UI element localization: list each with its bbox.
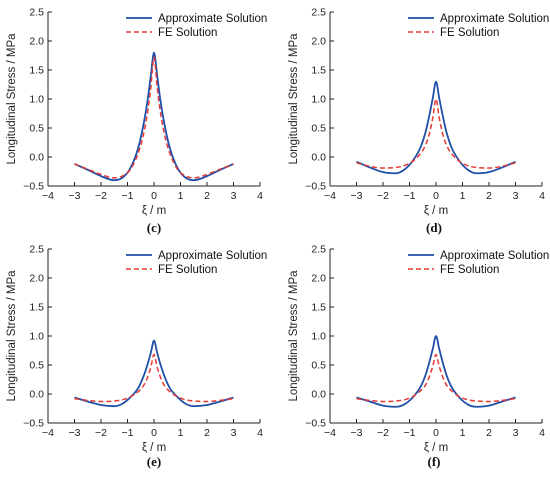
y-tick-label: −0.5 — [23, 181, 44, 193]
x-tick-label: 3 — [513, 190, 519, 202]
x-tick-label: −2 — [377, 427, 389, 439]
x-tick-label: 3 — [231, 427, 237, 439]
y-axis-label: Longitudinal Stress / MPa — [6, 33, 18, 165]
y-axis-label: Longitudinal Stress / MPa — [288, 33, 300, 165]
y-tick-label: 1.0 — [29, 94, 44, 106]
x-tick-label: 2 — [486, 190, 492, 202]
y-tick-label: 1.5 — [29, 65, 44, 77]
y-axis-label: Longitudinal Stress / MPa — [288, 270, 300, 402]
x-tick-label: 4 — [257, 427, 263, 439]
x-tick-label: 1 — [178, 427, 184, 439]
y-tick-label: 2.0 — [29, 36, 44, 48]
y-tick-label: 0.0 — [29, 152, 44, 164]
x-tick-label: 0 — [151, 190, 157, 202]
chart-panel: −0.5 0.0 0.5 1.0 1.5 2.0 2.5 −4 −3 −2 −1 0 1 2 3 4 ξ / m… — [288, 244, 549, 470]
x-tick-label: −1 — [122, 427, 134, 439]
y-tick-label: 0.0 — [311, 389, 326, 401]
x-tick-label: 0 — [151, 427, 157, 439]
y-tick-label: −0.5 — [305, 181, 326, 193]
y-tick-label: 0.5 — [29, 360, 44, 372]
legend-entry: Approximate Solution — [158, 250, 267, 262]
x-tick-label: 0 — [433, 427, 439, 439]
y-tick-label: 2.0 — [311, 36, 326, 48]
y-tick-label: 1.5 — [311, 65, 326, 77]
x-tick-label: −1 — [404, 427, 416, 439]
approximate-solution-line — [356, 335, 516, 408]
legend-entry: FE Solution — [158, 27, 217, 39]
panel-label: (f) — [428, 454, 441, 469]
x-tick-label: 1 — [460, 190, 466, 202]
x-tick-label: 2 — [486, 427, 492, 439]
y-tick-label: 1.0 — [311, 331, 326, 343]
y-tick-label: −0.5 — [305, 418, 326, 430]
y-tick-label: 0.5 — [29, 123, 44, 135]
x-tick-label: −3 — [351, 190, 363, 202]
y-tick-label: 1.0 — [29, 331, 44, 343]
x-axis-label: ξ / m — [142, 205, 166, 217]
x-tick-label: −3 — [69, 427, 81, 439]
legend-entry: FE Solution — [440, 264, 499, 276]
x-axis-label: ξ / m — [424, 442, 448, 454]
y-axis-label: Longitudinal Stress / MPa — [6, 270, 18, 402]
y-tick-label: 0.0 — [29, 389, 44, 401]
approximate-solution-line — [356, 80, 516, 175]
x-axis-label: ξ / m — [142, 442, 166, 454]
x-tick-label: 2 — [204, 427, 210, 439]
legend-entry: Approximate Solution — [158, 13, 267, 25]
legend-entry: FE Solution — [158, 264, 217, 276]
x-tick-label: 1 — [178, 190, 184, 202]
y-tick-label: 2.0 — [29, 273, 44, 285]
chart-panel: −0.5 0.0 0.5 1.0 1.5 2.0 2.5 −4 −3 −2 −1 0 1 2 3 4 ξ / m… — [6, 7, 267, 236]
x-tick-label: 4 — [539, 190, 545, 202]
x-tick-label: −2 — [95, 427, 107, 439]
y-tick-label: 0.5 — [311, 360, 326, 372]
x-tick-label: −4 — [42, 427, 54, 439]
y-tick-label: 0.5 — [311, 123, 326, 135]
y-tick-label: 1.0 — [311, 94, 326, 106]
y-tick-label: 1.5 — [311, 302, 326, 314]
x-tick-label: −2 — [95, 190, 107, 202]
x-tick-label: −1 — [122, 190, 134, 202]
y-tick-label: 2.0 — [311, 273, 326, 285]
y-tick-label: 0.0 — [311, 152, 326, 164]
chart-panel: −0.5 0.0 0.5 1.0 1.5 2.0 2.5 −4 −3 −2 −1 0 1 2 3 4 ξ / m… — [288, 7, 549, 236]
x-tick-label: −1 — [404, 190, 416, 202]
legend-entry: Approximate Solution — [440, 250, 549, 262]
x-tick-label: −3 — [69, 190, 81, 202]
y-tick-label: −0.5 — [23, 418, 44, 430]
x-tick-label: 4 — [539, 427, 545, 439]
chart-panel: −0.5 0.0 0.5 1.0 1.5 2.0 2.5 −4 −3 −2 −1 0 1 2 3 4 ξ / m… — [6, 244, 267, 470]
x-tick-label: 1 — [460, 427, 466, 439]
y-tick-label: 1.5 — [29, 302, 44, 314]
approximate-solution-line — [74, 51, 234, 182]
legend-entry: Approximate Solution — [440, 13, 549, 25]
x-tick-label: 2 — [204, 190, 210, 202]
x-tick-label: −4 — [324, 190, 336, 202]
x-tick-label: 3 — [513, 427, 519, 439]
y-tick-label: 2.5 — [29, 7, 44, 19]
panel-label: (d) — [426, 220, 442, 235]
fe-solution-line — [356, 353, 516, 403]
panel-label: (e) — [147, 454, 161, 469]
y-tick-label: 2.5 — [311, 244, 326, 256]
x-tick-label: −4 — [324, 427, 336, 439]
panel-label: (c) — [147, 220, 161, 235]
approximate-solution-line — [74, 339, 234, 408]
x-tick-label: −4 — [42, 190, 54, 202]
fe-solution-line — [74, 56, 234, 179]
y-tick-label: 2.5 — [311, 7, 326, 19]
x-tick-label: 0 — [433, 190, 439, 202]
x-axis-label: ξ / m — [424, 205, 448, 217]
x-tick-label: −2 — [377, 190, 389, 202]
y-tick-label: 2.5 — [29, 244, 44, 256]
x-tick-label: 4 — [257, 190, 263, 202]
fe-solution-line — [356, 98, 516, 169]
fe-solution-line — [74, 353, 234, 403]
x-tick-label: −3 — [351, 427, 363, 439]
legend-entry: FE Solution — [440, 27, 499, 39]
x-tick-label: 3 — [231, 190, 237, 202]
